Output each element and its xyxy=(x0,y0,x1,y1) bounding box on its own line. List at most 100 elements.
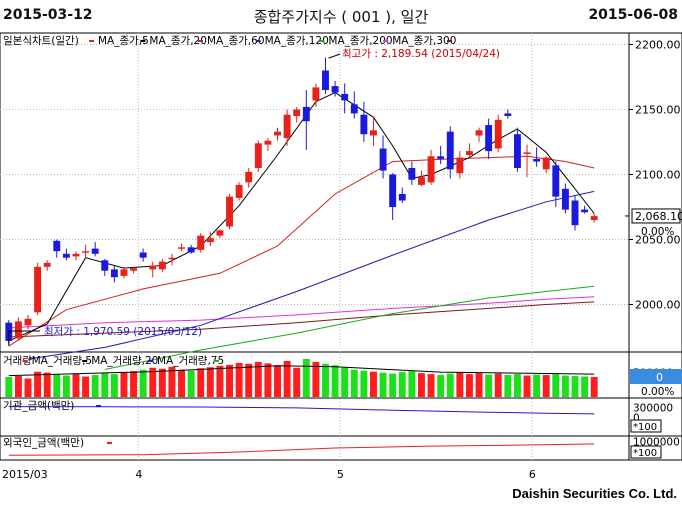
candle-body xyxy=(427,156,435,183)
volume-bar xyxy=(149,367,157,397)
candle-body xyxy=(82,251,90,253)
candle-body xyxy=(187,247,195,253)
volume-bar xyxy=(331,365,339,397)
volume-bar xyxy=(581,376,589,397)
x-tick-label: 2015/03 xyxy=(2,468,48,481)
volume-bar xyxy=(283,360,291,397)
candle-body xyxy=(542,157,550,170)
candle-body xyxy=(590,216,598,220)
start-date: 2015-03-12 xyxy=(3,7,93,23)
candle-body xyxy=(581,209,589,213)
volume-bar xyxy=(552,374,560,397)
candle-body xyxy=(293,109,301,116)
volume-bar xyxy=(62,375,70,397)
candle-body xyxy=(43,262,51,267)
volume-bar xyxy=(187,370,195,397)
volume-legend-swatch xyxy=(213,360,219,362)
volume-bar xyxy=(437,375,445,397)
legend-item: 일본식차트(일간) xyxy=(3,34,79,47)
institution-swatch xyxy=(96,405,101,407)
candle-body xyxy=(485,125,493,152)
volume-current-value: 0 xyxy=(656,371,663,384)
candle-body xyxy=(101,260,109,271)
candle-body xyxy=(475,130,483,136)
volume-bar xyxy=(418,373,425,397)
high-price-arrow xyxy=(328,53,341,59)
foreign-current: *100 xyxy=(633,448,657,459)
volume-bar xyxy=(379,372,387,397)
volume-bar xyxy=(5,377,13,397)
legend-swatch xyxy=(140,40,146,42)
ma-line-ma200 xyxy=(8,296,595,329)
volume-bar xyxy=(571,376,579,397)
current-price: 2,068.10 xyxy=(635,210,682,223)
volume-bar xyxy=(91,375,99,397)
candle-body xyxy=(178,247,185,249)
volume-bar xyxy=(302,358,310,397)
x-tick-label: 6 xyxy=(529,468,536,481)
volume-bar xyxy=(389,373,397,397)
candle-body xyxy=(312,87,320,101)
candle-body xyxy=(360,114,368,135)
candle-body xyxy=(322,70,329,90)
y-tick-label: 2100.00 xyxy=(635,169,681,182)
volume-bar xyxy=(168,366,176,397)
volume-bar xyxy=(197,368,205,397)
volume-legend-item: MA_거래량,5 xyxy=(32,355,93,367)
volume-bar xyxy=(254,361,262,397)
volume-bar xyxy=(226,364,233,397)
candle-body xyxy=(408,168,416,180)
candle-body xyxy=(139,252,147,258)
volume-legend-swatch xyxy=(22,360,28,362)
candle-body xyxy=(370,130,377,136)
candle-body xyxy=(513,134,521,168)
ma-line-ma5 xyxy=(8,92,595,342)
candle-body xyxy=(418,177,425,185)
volume-bar xyxy=(322,363,329,397)
candle-body xyxy=(168,257,176,260)
candle-body xyxy=(226,196,233,227)
volume-bar xyxy=(24,378,32,397)
legend-item: MA_종가,60 xyxy=(207,35,265,47)
ma-line-ma120 xyxy=(104,285,595,370)
volume-bar xyxy=(360,370,368,397)
volume-bar xyxy=(398,372,406,397)
volume-bar xyxy=(312,361,320,397)
volume-bar xyxy=(427,374,435,397)
candle-body xyxy=(34,266,42,313)
volume-ma-line xyxy=(8,365,595,377)
volume-legend-item: MA_거래량,20 xyxy=(91,355,158,367)
candle-body xyxy=(14,321,22,339)
ma-line-ma300 xyxy=(8,301,595,338)
volume-bar xyxy=(130,371,138,397)
y-tick-label: 2150.00 xyxy=(635,104,681,117)
candle-body xyxy=(398,194,406,201)
candle-body xyxy=(533,158,541,162)
volume-bar xyxy=(485,374,493,397)
volume-bar xyxy=(341,367,349,397)
volume-bar xyxy=(542,375,550,397)
candle-body xyxy=(197,235,205,250)
volume-bar xyxy=(245,363,253,397)
legend-swatch xyxy=(89,40,94,42)
volume-bar xyxy=(475,373,483,397)
candle-body xyxy=(264,140,272,145)
volume-legend-swatch xyxy=(148,360,153,362)
volume-bar xyxy=(235,362,243,397)
volume-bar xyxy=(293,367,301,397)
volume-legend-swatch xyxy=(82,360,88,362)
volume-bar xyxy=(513,374,521,397)
end-date: 2015-06-08 xyxy=(588,7,678,23)
legend-swatch xyxy=(198,40,203,42)
volume-bar xyxy=(34,371,42,397)
volume-bar xyxy=(158,368,166,397)
institution-line xyxy=(8,406,595,415)
volume-current-change: 0.00% xyxy=(641,386,674,398)
candle-body xyxy=(456,157,464,174)
volume-bar xyxy=(110,374,118,397)
volume-bar xyxy=(523,375,531,397)
institution-legend: 기관_금액(백만) xyxy=(3,400,74,412)
volume-bar xyxy=(590,377,598,397)
volume-bar xyxy=(53,374,61,397)
